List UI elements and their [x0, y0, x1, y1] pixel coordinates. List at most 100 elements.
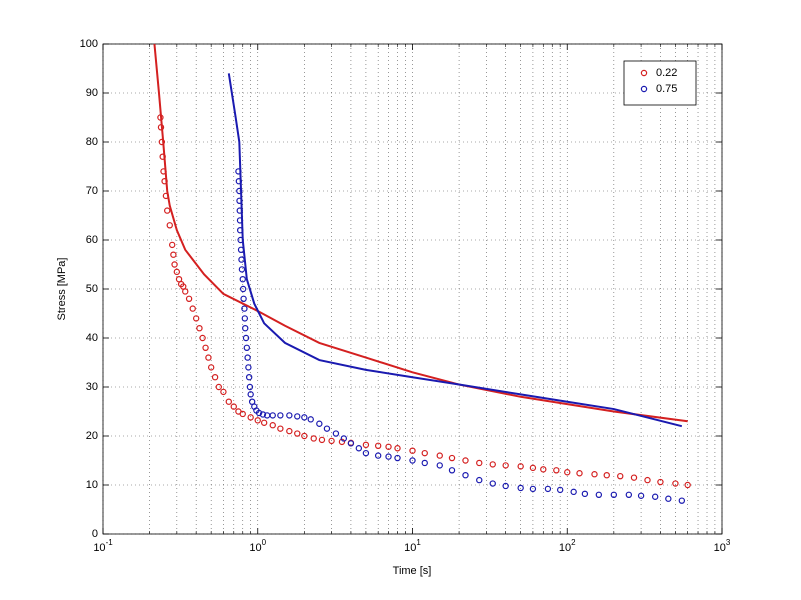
- marker: [239, 276, 246, 283]
- x-axis-label: Time [s]: [393, 565, 432, 577]
- y-tick-label: 30: [86, 381, 98, 393]
- x-tick-label: 102: [559, 538, 576, 554]
- marker: [462, 457, 469, 464]
- marker: [462, 472, 469, 479]
- marker: [610, 491, 618, 498]
- marker: [529, 485, 537, 493]
- marker: [564, 469, 571, 476]
- marker: [637, 492, 645, 499]
- marker: [182, 288, 189, 295]
- x-tick-exponent: 1: [416, 538, 421, 547]
- marker: [385, 453, 392, 460]
- marker: [244, 354, 251, 361]
- marker: [394, 454, 401, 462]
- marker: [241, 305, 248, 312]
- marker: [347, 440, 355, 447]
- marker: [189, 305, 196, 312]
- marker: [476, 476, 483, 484]
- marker: [553, 467, 560, 474]
- marker: [199, 334, 206, 342]
- marker: [225, 398, 232, 405]
- legend-label: 0.22: [656, 67, 677, 79]
- marker: [448, 454, 456, 462]
- marker: [540, 466, 547, 473]
- marker: [170, 251, 177, 258]
- marker: [168, 241, 176, 249]
- y-tick-label: 80: [86, 136, 98, 148]
- marker: [421, 449, 428, 457]
- marker: [436, 452, 443, 459]
- axes-box: [102, 43, 723, 535]
- marker: [595, 491, 603, 498]
- y-axis-label: Stress [MPa]: [56, 258, 68, 321]
- marker: [241, 315, 249, 322]
- marker: [672, 480, 679, 487]
- marker: [247, 391, 254, 398]
- marker: [328, 437, 335, 445]
- marker: [684, 481, 691, 489]
- marker: [185, 295, 193, 302]
- marker: [657, 478, 664, 486]
- legend-label: 0.75: [656, 83, 677, 95]
- y-tick-label: 40: [86, 332, 98, 344]
- marker: [259, 411, 267, 418]
- marker: [625, 491, 633, 498]
- marker: [421, 459, 428, 467]
- marker: [245, 374, 253, 381]
- marker: [476, 459, 483, 467]
- marker: [243, 344, 251, 351]
- marker: [340, 435, 348, 442]
- marker: [247, 414, 254, 421]
- marker: [196, 325, 203, 332]
- marker: [544, 485, 552, 493]
- legend-marker: [640, 69, 648, 77]
- marker: [239, 410, 246, 418]
- x-tick-exponent: 2: [571, 538, 576, 547]
- marker: [260, 419, 268, 426]
- marker: [502, 462, 509, 469]
- marker: [556, 486, 564, 494]
- marker: [173, 268, 181, 276]
- marker: [665, 495, 672, 502]
- marker: [166, 222, 173, 229]
- marker: [362, 441, 370, 449]
- marker: [517, 463, 524, 470]
- marker: [576, 470, 583, 477]
- y-tick-label: 50: [86, 283, 98, 295]
- marker: [269, 412, 276, 419]
- marker: [489, 480, 496, 487]
- marker: [355, 445, 363, 452]
- series-line: [227, 73, 683, 428]
- marker: [318, 436, 326, 444]
- x-tick-base: 10: [93, 542, 105, 554]
- x-tick-base: 10: [249, 542, 261, 554]
- x-tick-exponent: -1: [106, 538, 114, 547]
- marker: [238, 266, 246, 273]
- marker: [617, 472, 624, 480]
- marker: [286, 412, 293, 419]
- marker: [570, 488, 577, 496]
- x-tick-base: 10: [714, 542, 726, 554]
- marker: [301, 432, 308, 440]
- y-tick-label: 70: [86, 185, 98, 197]
- marker: [239, 285, 247, 293]
- marker: [242, 325, 249, 332]
- marker: [171, 261, 178, 268]
- marker: [651, 493, 659, 500]
- marker: [192, 315, 200, 322]
- marker: [603, 472, 610, 479]
- marker: [158, 138, 166, 146]
- marker: [310, 435, 317, 442]
- y-tick-label: 0: [92, 528, 98, 540]
- marker: [323, 425, 331, 432]
- marker: [211, 374, 219, 381]
- marker: [205, 354, 212, 361]
- x-tick-exponent: 3: [726, 538, 731, 547]
- marker: [242, 334, 250, 342]
- marker: [644, 476, 651, 484]
- marker: [332, 430, 340, 437]
- marker: [448, 467, 456, 474]
- marker: [277, 425, 284, 432]
- marker: [164, 207, 171, 214]
